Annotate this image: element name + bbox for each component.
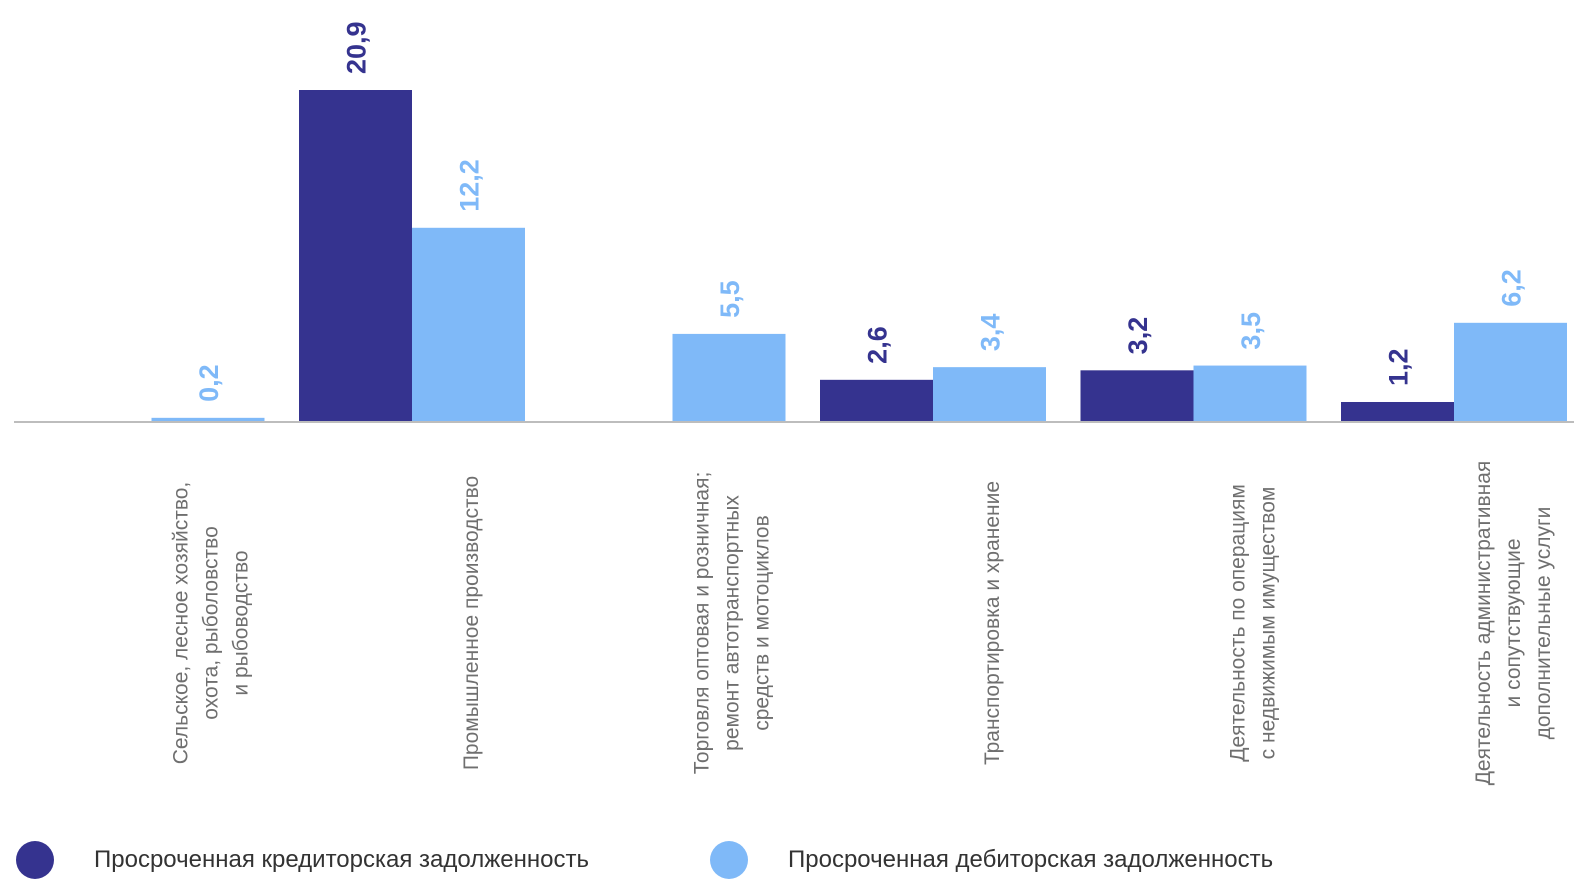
x-tick-label-line: охота, рыболовство <box>200 526 223 719</box>
bar-debit-4 <box>1193 365 1307 421</box>
data-label-credit-1: 20,9 <box>342 21 372 74</box>
x-tick-label-line: с недвижимым имуществом <box>1257 487 1280 760</box>
data-label-debit-1: 12,2 <box>455 159 485 212</box>
bar-debit-5 <box>1454 322 1567 421</box>
data-label-debit-5: 6,2 <box>1497 269 1527 307</box>
bar-credit-5 <box>1341 401 1454 421</box>
legend-label-credit: Просроченная кредиторская задолженность <box>94 846 589 873</box>
data-label-credit-5: 1,2 <box>1384 348 1414 386</box>
x-tick-label-line: Торговля оптовая и розничная; <box>691 472 714 775</box>
x-tick-label-line: средств и мотоциклов <box>751 515 774 731</box>
x-tick-label-0: Сельское, лесное хозяйство, охота, рыболо… <box>170 482 253 765</box>
bar-chart: 0,2 Сельское, лесное хозяйство, охота, рыб… <box>14 21 1574 786</box>
legend-label-debit: Просроченная дебиторская задолженность <box>788 846 1274 873</box>
x-tick-label-1: Промышленное производство <box>460 476 483 770</box>
data-label-debit-0: 0,2 <box>194 364 224 402</box>
bar-debit-2 <box>672 333 786 421</box>
legend-marker-credit <box>16 841 54 879</box>
x-tick-label-line: Деятельность по операциям <box>1227 484 1250 762</box>
x-tick-label-line: и рыбоводство <box>230 550 253 695</box>
data-label-credit-4: 3,2 <box>1123 317 1153 355</box>
x-tick-label-2: Торговля оптовая и розничная; ремонт авто… <box>691 472 774 775</box>
x-tick-label-5: Деятельность административная и сопутству… <box>1472 461 1555 786</box>
legend-marker-debit <box>710 841 748 879</box>
bar-debit-0 <box>151 417 265 421</box>
bar-credit-3 <box>820 379 933 421</box>
bar-debit-3 <box>933 367 1046 421</box>
data-label-debit-3: 3,4 <box>976 314 1006 352</box>
x-tick-label-line: Промышленное производство <box>460 476 483 770</box>
data-label-debit-4: 3,5 <box>1236 312 1266 350</box>
x-tick-label-line: дополнительные услуги <box>1532 507 1555 740</box>
x-tick-label-4: Деятельность по операциям с недвижимым им… <box>1227 484 1280 762</box>
x-tick-label-3: Транспортировка и хранение <box>981 481 1004 765</box>
bar-debit-1 <box>412 227 525 421</box>
x-tick-label-line: ремонт автотранспортных <box>721 495 744 751</box>
data-label-credit-3: 2,6 <box>863 326 893 364</box>
legend-item-credit: Просроченная кредиторская задолженность <box>16 838 589 882</box>
legend-item-debit: Просроченная дебиторская задолженность <box>710 838 1273 882</box>
x-tick-label-line: Сельское, лесное хозяйство, <box>170 482 193 765</box>
x-tick-label-line: Транспортировка и хранение <box>981 481 1004 765</box>
bar-credit-4 <box>1080 370 1194 421</box>
x-tick-label-line: и сопутствующие <box>1502 539 1525 708</box>
x-tick-label-line: Деятельность административная <box>1472 461 1495 786</box>
data-label-debit-2: 5,5 <box>715 280 745 318</box>
bar-credit-1 <box>299 90 412 421</box>
